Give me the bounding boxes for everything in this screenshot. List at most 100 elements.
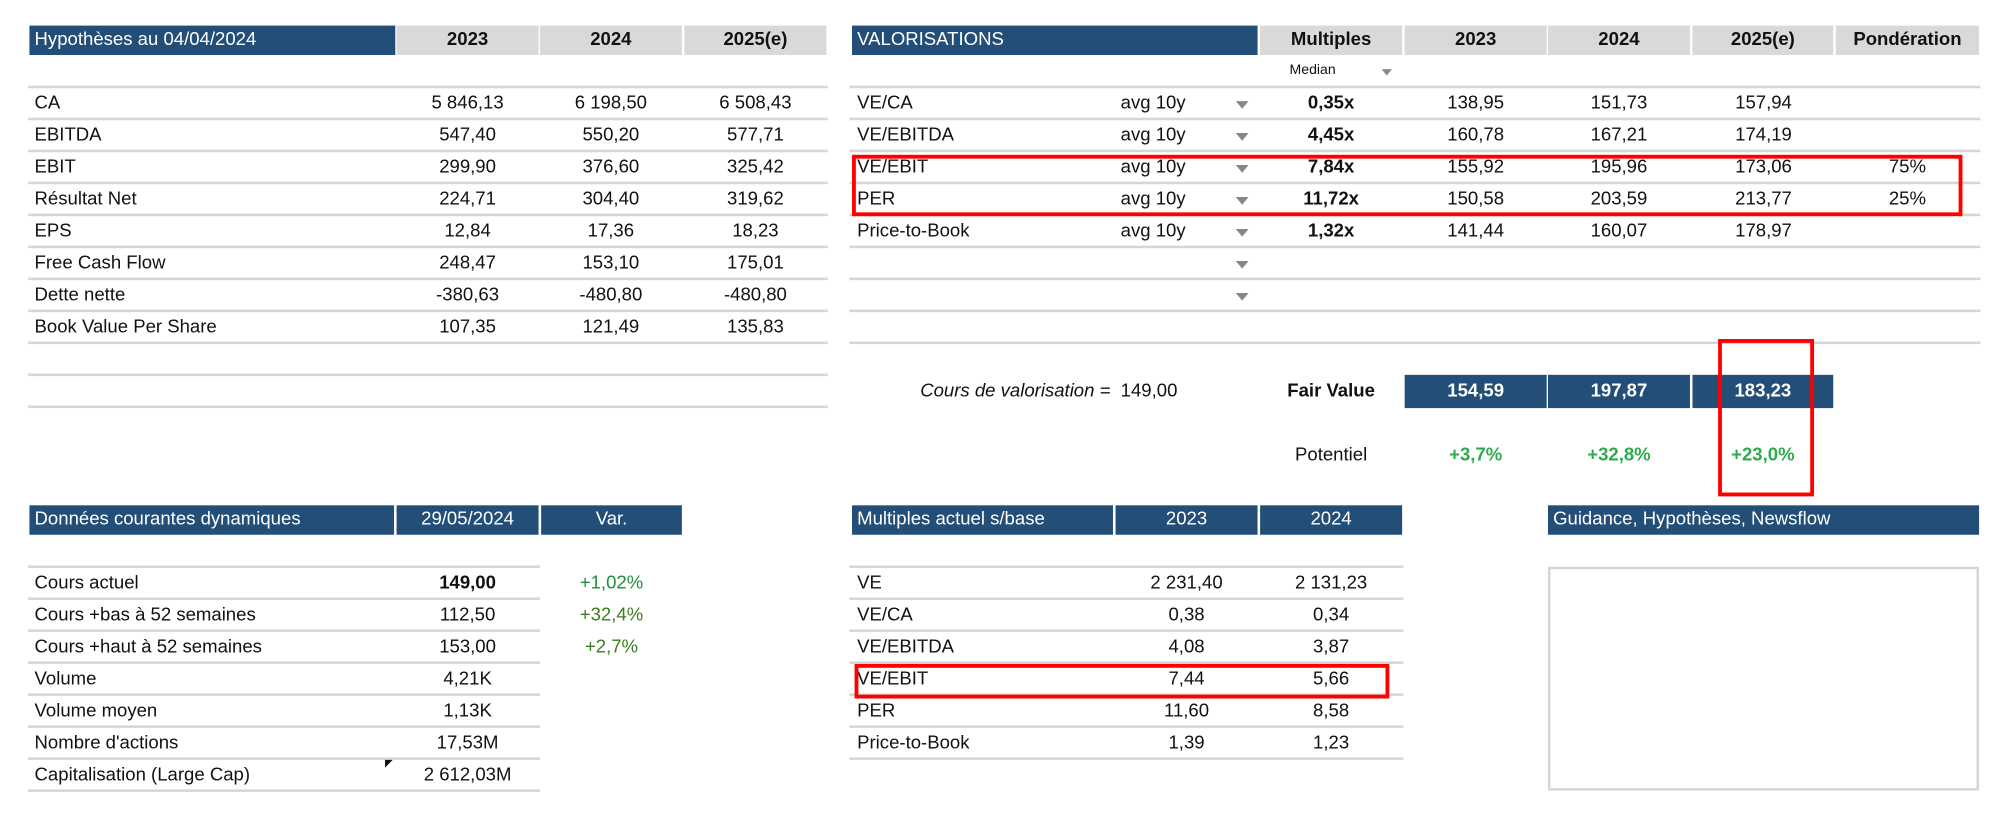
guidance-textbox[interactable]	[1547, 566, 1980, 791]
market-data-value: 153,00	[439, 637, 496, 658]
current-multiple-label: VE/CA	[857, 605, 913, 626]
period-select[interactable]: avg 10y	[1120, 189, 1186, 210]
multiple-value: 11,72x	[1303, 189, 1359, 210]
hypothesis-value: 6 198,50	[574, 93, 647, 114]
potentiel-label: Potentiel	[1295, 445, 1368, 466]
row-divider	[849, 565, 1404, 569]
valuation-value: 160,78	[1447, 125, 1505, 146]
multiples-actuels-title: Multiples actuel s/base	[852, 505, 1113, 535]
row-divider	[849, 85, 1981, 89]
potentiel-2025e: +23,0%	[1731, 445, 1795, 466]
weight-value	[1836, 88, 1979, 120]
period-select[interactable]: avg 10y	[1120, 221, 1186, 242]
hypothesis-value: -480,80	[723, 285, 787, 306]
dropdown-arrow-icon[interactable]	[1235, 165, 1249, 173]
current-multiple-value: 0,34	[1313, 605, 1350, 626]
valuation-value: 178,97	[1735, 221, 1792, 242]
current-multiple-label: Price-to-Book	[857, 733, 970, 754]
hypothesis-value: 248,47	[439, 253, 496, 274]
hypothesis-label: Free Cash Flow	[34, 253, 166, 274]
market-data-variation: +2,7%	[584, 637, 639, 658]
market-data-label: Nombre d'actions	[34, 733, 179, 754]
hypothesis-value: -480,80	[579, 285, 643, 306]
row-divider	[28, 565, 540, 569]
hypothesis-value: 17,36	[587, 221, 635, 242]
hypothesis-value: 5 846,13	[431, 93, 504, 114]
row-divider	[849, 309, 1981, 313]
hypothesis-value: 153,10	[582, 253, 640, 274]
hypothesis-label: EPS	[34, 221, 72, 242]
median-select[interactable]: Median	[1289, 62, 1336, 79]
hypothesis-value: 376,60	[582, 157, 640, 178]
valuation-value: 195,96	[1590, 157, 1648, 178]
market-data-variation: +32,4%	[579, 605, 644, 626]
valuation-value: 138,95	[1447, 93, 1505, 114]
hypothesis-value: 577,71	[727, 125, 784, 146]
market-data-label: Cours +haut à 52 semaines	[34, 637, 262, 658]
valuation-value: 151,73	[1590, 93, 1648, 114]
valorisations-title: VALORISATIONS	[852, 25, 1258, 56]
hypothesis-value: 12,84	[444, 221, 491, 242]
valuation-value: 173,06	[1735, 157, 1792, 178]
hypotheses-title: Hypothèses au 04/04/2024	[29, 25, 396, 56]
row-divider	[849, 117, 1981, 121]
market-data-label: Capitalisation (Large Cap)	[34, 765, 251, 786]
guidance-title: Guidance, Hypothèses, Newsflow	[1547, 505, 1980, 535]
valuation-method-label: VE/CA	[857, 93, 913, 114]
row-divider	[28, 757, 540, 760]
row-divider	[849, 277, 1981, 281]
dropdown-arrow-icon[interactable]	[1235, 292, 1249, 301]
valuation-method-label: PER	[857, 189, 896, 210]
row-divider	[28, 661, 540, 664]
period-select[interactable]: avg 10y	[1120, 125, 1186, 146]
row-divider	[28, 85, 828, 89]
current-multiple-label: PER	[857, 701, 896, 722]
current-multiple-value: 0,38	[1168, 605, 1205, 626]
market-data-value: 4,21K	[443, 669, 492, 690]
hypothesis-label: EBITDA	[34, 125, 102, 146]
comment-marker-icon[interactable]	[385, 759, 393, 768]
valuation-method-label: VE/EBITDA	[857, 125, 955, 146]
dropdown-arrow-icon[interactable]	[1235, 197, 1249, 205]
row-divider	[28, 277, 828, 281]
dropdown-arrow-icon[interactable]	[1235, 133, 1249, 141]
weight-value: 25%	[1888, 189, 1927, 210]
current-multiple-label: VE	[857, 573, 882, 594]
current-multiple-value: 1,23	[1313, 733, 1350, 754]
current-multiple-label: VE/EBITDA	[857, 637, 955, 658]
period-select[interactable]: avg 10y	[1120, 157, 1186, 178]
row-divider	[28, 373, 828, 377]
row-divider	[28, 725, 540, 728]
valuation-method-label: Price-to-Book	[857, 221, 970, 242]
hyp-col-2024: 2024	[539, 25, 682, 56]
valuation-value: 167,21	[1590, 125, 1648, 146]
highlight-box-ve-ebit-actuel	[854, 663, 1390, 699]
row-divider	[28, 597, 540, 600]
multiple-value: 1,32x	[1307, 221, 1355, 242]
market-data-value: 2 612,03M	[423, 765, 512, 786]
cours-valorisation-label: Cours de valorisation =	[920, 381, 1111, 402]
dropdown-arrow-icon[interactable]	[1235, 101, 1249, 109]
weight-value	[1836, 216, 1979, 248]
val-col-2024: 2024	[1547, 25, 1690, 56]
row-divider	[849, 341, 1981, 345]
median-dropdown-icon[interactable]	[1381, 69, 1392, 76]
current-multiple-value: 2 231,40	[1150, 573, 1223, 594]
current-multiple-value: 2 131,23	[1294, 573, 1368, 594]
fair-value-label: Fair Value	[1287, 381, 1375, 402]
row-divider	[28, 789, 540, 792]
market-data-value: 149,00	[439, 573, 496, 594]
row-divider	[849, 757, 1404, 760]
cours-valorisation-value: 149,00	[1120, 381, 1178, 402]
row-divider	[28, 213, 828, 217]
hypothesis-label: CA	[34, 93, 61, 114]
current-multiple-value: 4,08	[1168, 637, 1205, 658]
hypothesis-value: 18,23	[732, 221, 779, 242]
dropdown-arrow-icon[interactable]	[1235, 228, 1249, 237]
mult-col-2023: 2023	[1115, 505, 1258, 535]
period-select[interactable]: avg 10y	[1120, 93, 1186, 114]
dropdown-arrow-icon[interactable]	[1235, 260, 1249, 269]
hypothesis-label: Book Value Per Share	[34, 317, 217, 338]
val-col-2025e: 2025(e)	[1692, 25, 1834, 56]
valuation-value: 157,94	[1735, 93, 1792, 114]
